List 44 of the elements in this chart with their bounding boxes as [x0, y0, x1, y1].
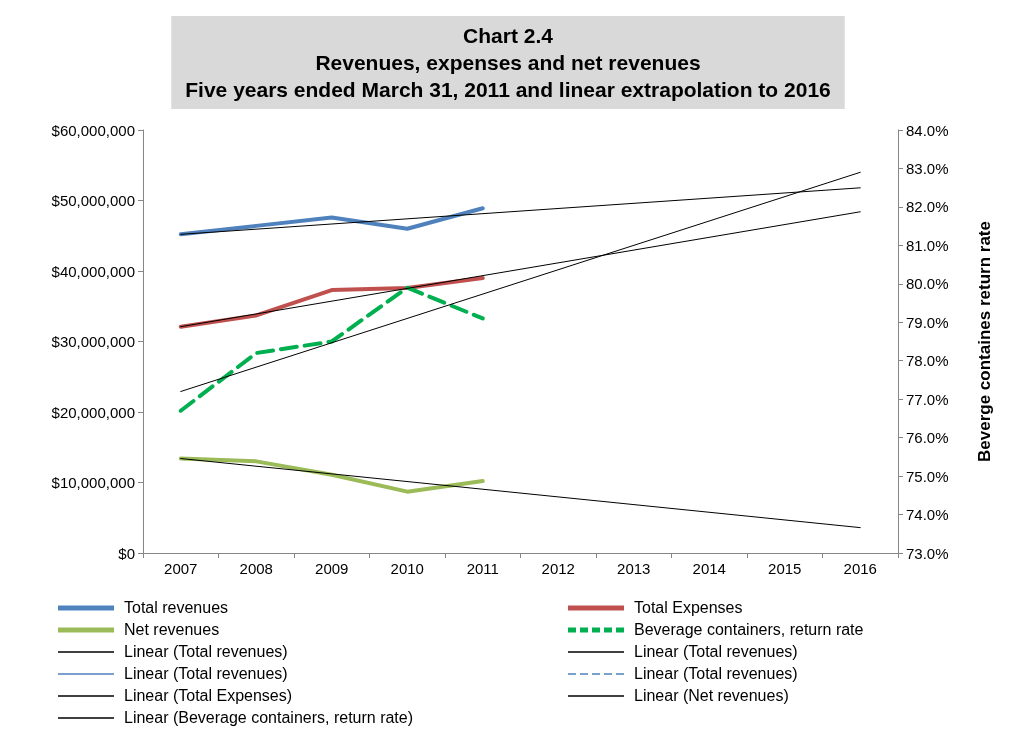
y2-tick-label: 73.0%	[906, 544, 949, 562]
y-tick-label: $50,000,000	[51, 192, 135, 209]
x-tick-label: 2014	[692, 560, 726, 577]
legend-label: Net revenues	[124, 620, 220, 640]
y2-tick-label: 78.0%	[906, 352, 949, 370]
y2-tick-label: 76.0%	[906, 429, 949, 447]
y2-tick-label: 83.0%	[906, 159, 949, 177]
legend-label: Linear (Total Expenses)	[124, 686, 293, 706]
legend-label: Beverage containers, return rate	[634, 620, 864, 640]
y2-tick-label: 74.0%	[906, 506, 949, 524]
legend-label: Total revenues	[124, 598, 229, 618]
x-tick-label: 2008	[239, 560, 273, 577]
x-tick-label: 2012	[541, 560, 575, 577]
legend-label: Linear (Total revenues)	[124, 642, 288, 662]
y2-tick-label: 82.0%	[906, 198, 949, 216]
y2-tick-label: 80.0%	[906, 275, 949, 293]
y-tick-label: $60,000,000	[51, 121, 135, 139]
y2-tick-label: 77.0%	[906, 390, 949, 408]
y2-tick-label: 81.0%	[906, 236, 949, 254]
chart-title: Chart 2.4 Revenues, expenses and net revenues Five years ended March 31, 2011 and linear extrapolation to 2016	[185, 24, 831, 101]
x-tick-label: 2015	[768, 560, 802, 577]
y-tick-label: $0	[118, 544, 135, 562]
legend-label: Linear (Beverage containers, return rate)	[124, 708, 414, 728]
x-tick-label: 2016	[843, 560, 877, 577]
y-tick-label: $10,000,000	[51, 474, 135, 491]
y-tick-label: $20,000,000	[51, 403, 135, 421]
y2-tick-label: 79.0%	[906, 313, 949, 331]
x-tick-label: 2010	[390, 560, 424, 577]
legend-label: Total Expenses	[634, 598, 743, 618]
legend-label: Linear (Total revenues)	[634, 642, 798, 662]
line-series	[178, 206, 485, 237]
legend-label: Linear (Total revenues)	[634, 664, 798, 684]
x-tick-label: 2013	[617, 560, 651, 577]
legend-label: Linear (Net revenues)	[634, 686, 789, 706]
y2-axis-title: Beverge containes return rate	[975, 221, 994, 462]
y-tick-label: $30,000,000	[51, 333, 135, 350]
x-tick-label: 2009	[315, 560, 349, 577]
y2-tick-label: 84.0%	[906, 121, 949, 139]
line-series	[178, 285, 485, 413]
x-tick-label: 2007	[164, 560, 198, 577]
y-tick-label: $40,000,000	[51, 262, 135, 280]
legend-label: Linear (Total revenues)	[124, 664, 288, 684]
y2-tick-label: 75.0%	[906, 467, 949, 485]
x-tick-label: 2011	[466, 560, 499, 577]
